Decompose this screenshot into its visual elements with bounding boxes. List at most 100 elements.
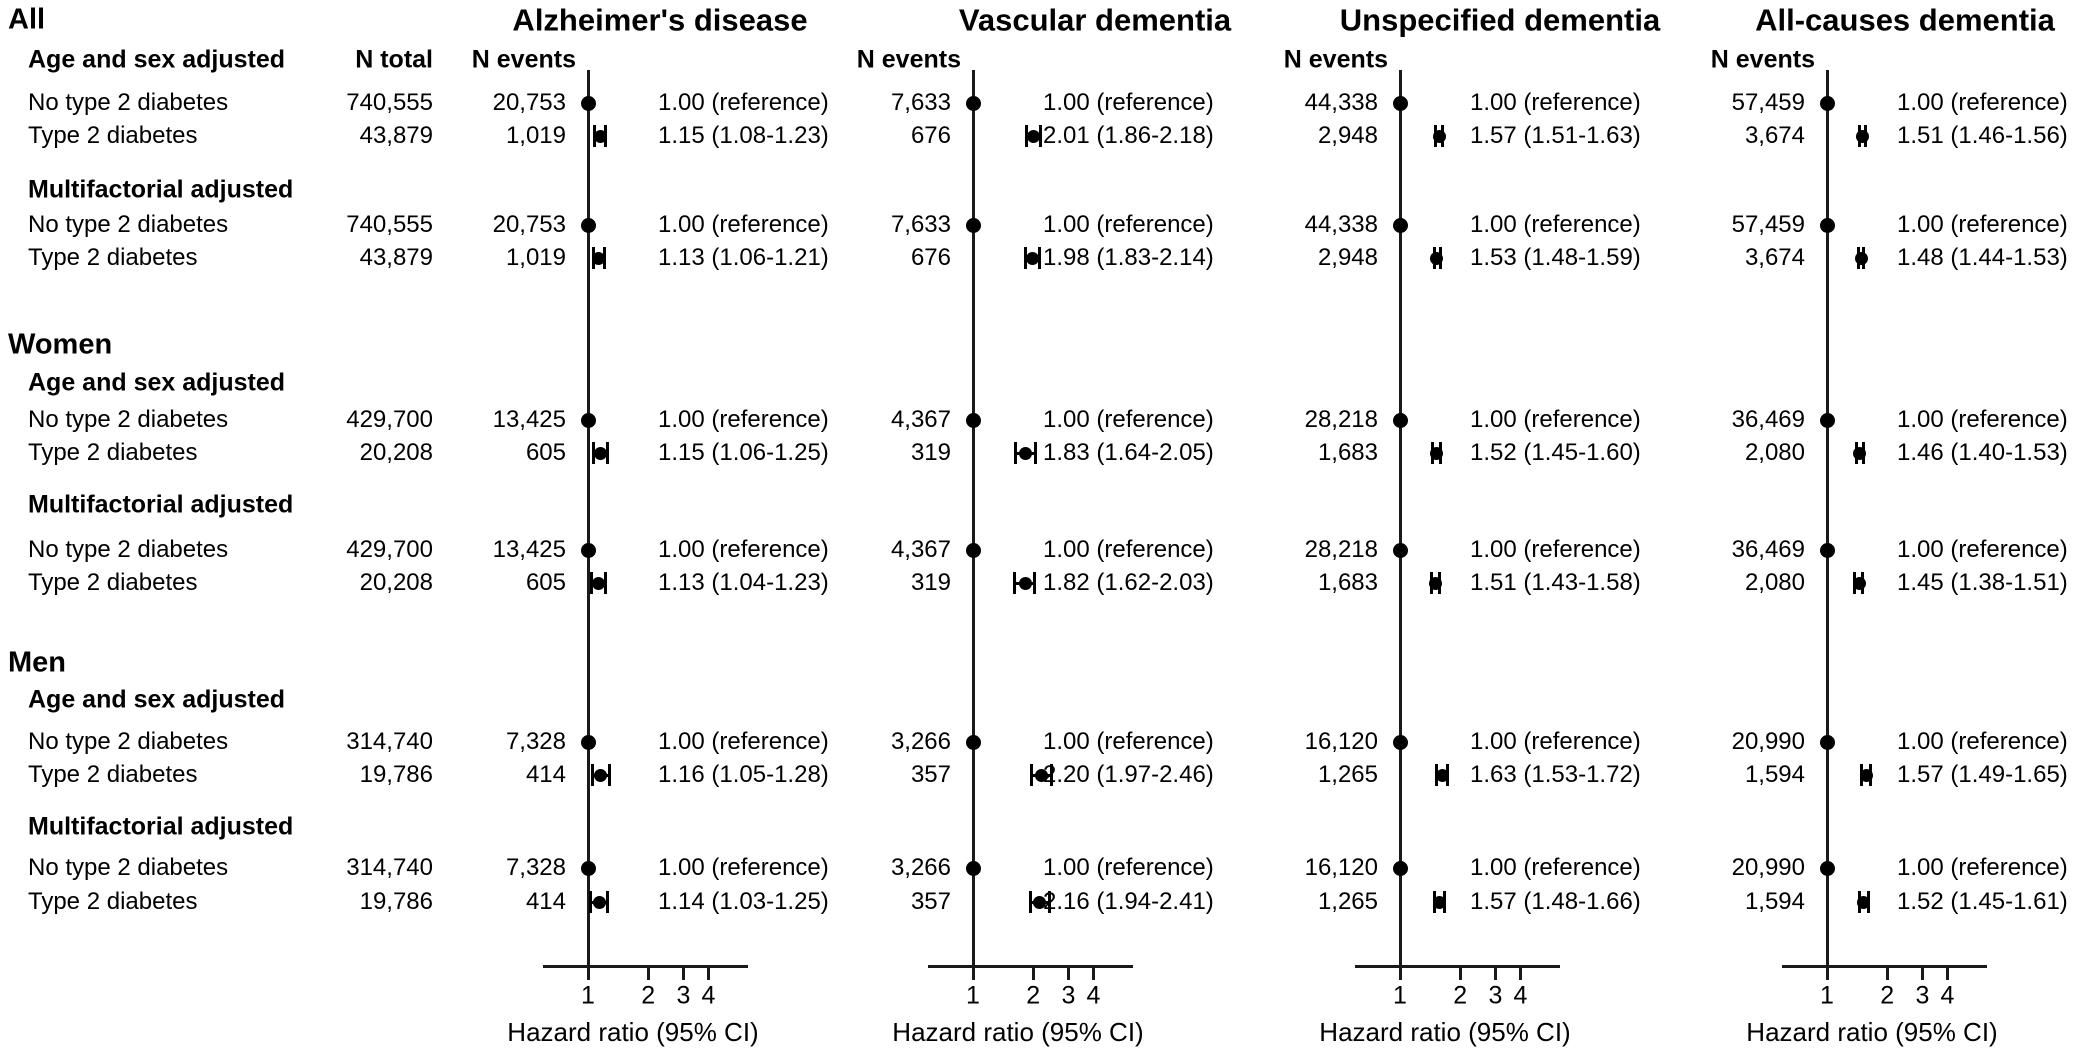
n-events-value: 676 [910, 122, 951, 149]
hr-ci-text: 1.51 (1.46-1.56) [1897, 122, 2068, 149]
n-events-value: 3,674 [1744, 122, 1805, 149]
section-header: Age and sex adjusted [28, 685, 286, 714]
n-events-value: 605 [525, 569, 566, 596]
ci-cap-high [1047, 891, 1051, 913]
ci-cap-low [1030, 764, 1034, 786]
point-estimate-dot [1392, 95, 1408, 111]
n-events-value: 357 [910, 761, 951, 788]
point-estimate-dot [580, 860, 596, 876]
axis-tick-label: 1 [1393, 981, 1407, 1010]
axis-tick [972, 968, 975, 980]
x-axis [928, 965, 1133, 968]
axis-tick [647, 968, 651, 980]
section-header: Multifactorial adjusted [28, 175, 294, 204]
axis-tick [1519, 968, 1523, 980]
n-events-value: 1,019 [505, 244, 566, 271]
n-events-value: 4,367 [890, 406, 951, 433]
point-estimate-dot [592, 251, 606, 265]
axis-caption: Hazard ratio (95% CI) [892, 1017, 1144, 1047]
point-estimate-dot [965, 95, 981, 111]
point-estimate-dot [965, 734, 981, 750]
row-label: Type 2 diabetes [28, 761, 198, 788]
axis-tick-label: 1 [1820, 981, 1834, 1010]
n-events-value: 1,683 [1317, 569, 1378, 596]
point-estimate-dot [1432, 129, 1446, 143]
hr-ci-text: 1.00 (reference) [658, 854, 829, 881]
axis-tick-label: 2 [1026, 981, 1041, 1010]
point-estimate-dot [1392, 412, 1408, 428]
n-total-value: 20,208 [359, 569, 433, 596]
ci-cap-high [607, 764, 611, 786]
section-header: Age and sex adjusted [28, 368, 286, 397]
n-events-value: 57,459 [1731, 211, 1805, 238]
point-estimate-dot [1034, 768, 1048, 782]
n-events-value: 7,328 [505, 728, 566, 755]
point-estimate-dot [1392, 217, 1408, 233]
n-events-value: 13,425 [492, 536, 566, 563]
ci-cap-high [604, 572, 608, 594]
panel-title: Vascular dementia [958, 2, 1232, 38]
hr-ci-text: 1.57 (1.49-1.65) [1897, 761, 2068, 788]
n-events-value: 414 [525, 888, 566, 915]
point-estimate-dot [1819, 542, 1835, 558]
axis-tick-label: 3 [1488, 981, 1503, 1010]
row-label: Type 2 diabetes [28, 244, 198, 271]
hr-ci-text: 1.00 (reference) [1470, 406, 1641, 433]
row-label: No type 2 diabetes [28, 536, 229, 563]
hr-ci-text: 1.00 (reference) [658, 536, 829, 563]
hr-ci-text: 1.51 (1.43-1.58) [1470, 569, 1641, 596]
n-events-value: 414 [525, 761, 566, 788]
ci-cap-high [1049, 764, 1053, 786]
point-estimate-dot [1432, 895, 1446, 909]
hr-ci-text: 1.15 (1.06-1.25) [658, 439, 829, 466]
hr-ci-text: 1.00 (reference) [1470, 89, 1641, 116]
hr-ci-text: 1.00 (reference) [658, 89, 829, 116]
axis-tick [1921, 968, 1925, 980]
n-events-value: 44,338 [1304, 211, 1378, 238]
axis-tick [1494, 968, 1498, 980]
hr-ci-text: 1.16 (1.05-1.28) [658, 761, 829, 788]
n-events-value: 36,469 [1731, 536, 1805, 563]
n-total-value: 19,786 [359, 761, 433, 788]
hr-ci-text: 1.00 (reference) [1897, 211, 2068, 238]
axis-tick [1092, 968, 1096, 980]
hr-ci-text: 1.00 (reference) [1043, 89, 1214, 116]
hr-ci-text: 1.00 (reference) [1897, 536, 2068, 563]
hr-ci-text: 1.00 (reference) [1043, 406, 1214, 433]
row-label: Type 2 diabetes [28, 569, 198, 596]
hr-ci-text: 1.52 (1.45-1.61) [1897, 888, 2068, 915]
point-estimate-dot [1018, 576, 1032, 590]
hr-ci-text: 1.63 (1.53-1.72) [1470, 761, 1641, 788]
point-estimate-dot [965, 412, 981, 428]
n-events-value: 1,594 [1744, 761, 1805, 788]
hr-ci-text: 2.01 (1.86-2.18) [1043, 122, 1214, 149]
reference-line [1826, 70, 1829, 965]
n-events-value: 20,990 [1731, 728, 1805, 755]
axis-tick-label: 3 [1915, 981, 1930, 1010]
n-events-value: 16,120 [1304, 728, 1378, 755]
axis-tick [1399, 968, 1402, 980]
hr-ci-text: 1.00 (reference) [1897, 728, 2068, 755]
point-estimate-dot [1429, 576, 1443, 590]
hr-ci-text: 1.00 (reference) [1470, 211, 1641, 238]
hr-ci-text: 1.00 (reference) [1897, 89, 2068, 116]
n-total-value: 43,879 [359, 122, 433, 149]
n-events-value: 7,328 [505, 854, 566, 881]
axis-tick [1067, 968, 1071, 980]
point-estimate-dot [1392, 542, 1408, 558]
hr-ci-text: 1.00 (reference) [1470, 728, 1641, 755]
n-events-value: 20,990 [1731, 854, 1805, 881]
n-total-value: 740,555 [346, 211, 433, 238]
hr-ci-text: 1.00 (reference) [1470, 854, 1641, 881]
ci-cap-high [1039, 125, 1043, 147]
n-events-value: 36,469 [1731, 406, 1805, 433]
axis-tick [1826, 968, 1829, 980]
point-estimate-dot [1430, 251, 1444, 265]
row-label: No type 2 diabetes [28, 854, 229, 881]
x-axis [543, 965, 748, 968]
point-estimate-dot [1856, 895, 1870, 909]
point-estimate-dot [1819, 734, 1835, 750]
point-estimate-dot [593, 446, 607, 460]
panel-title: All-causes dementia [1755, 2, 2055, 38]
n-events-value: 44,338 [1304, 89, 1378, 116]
